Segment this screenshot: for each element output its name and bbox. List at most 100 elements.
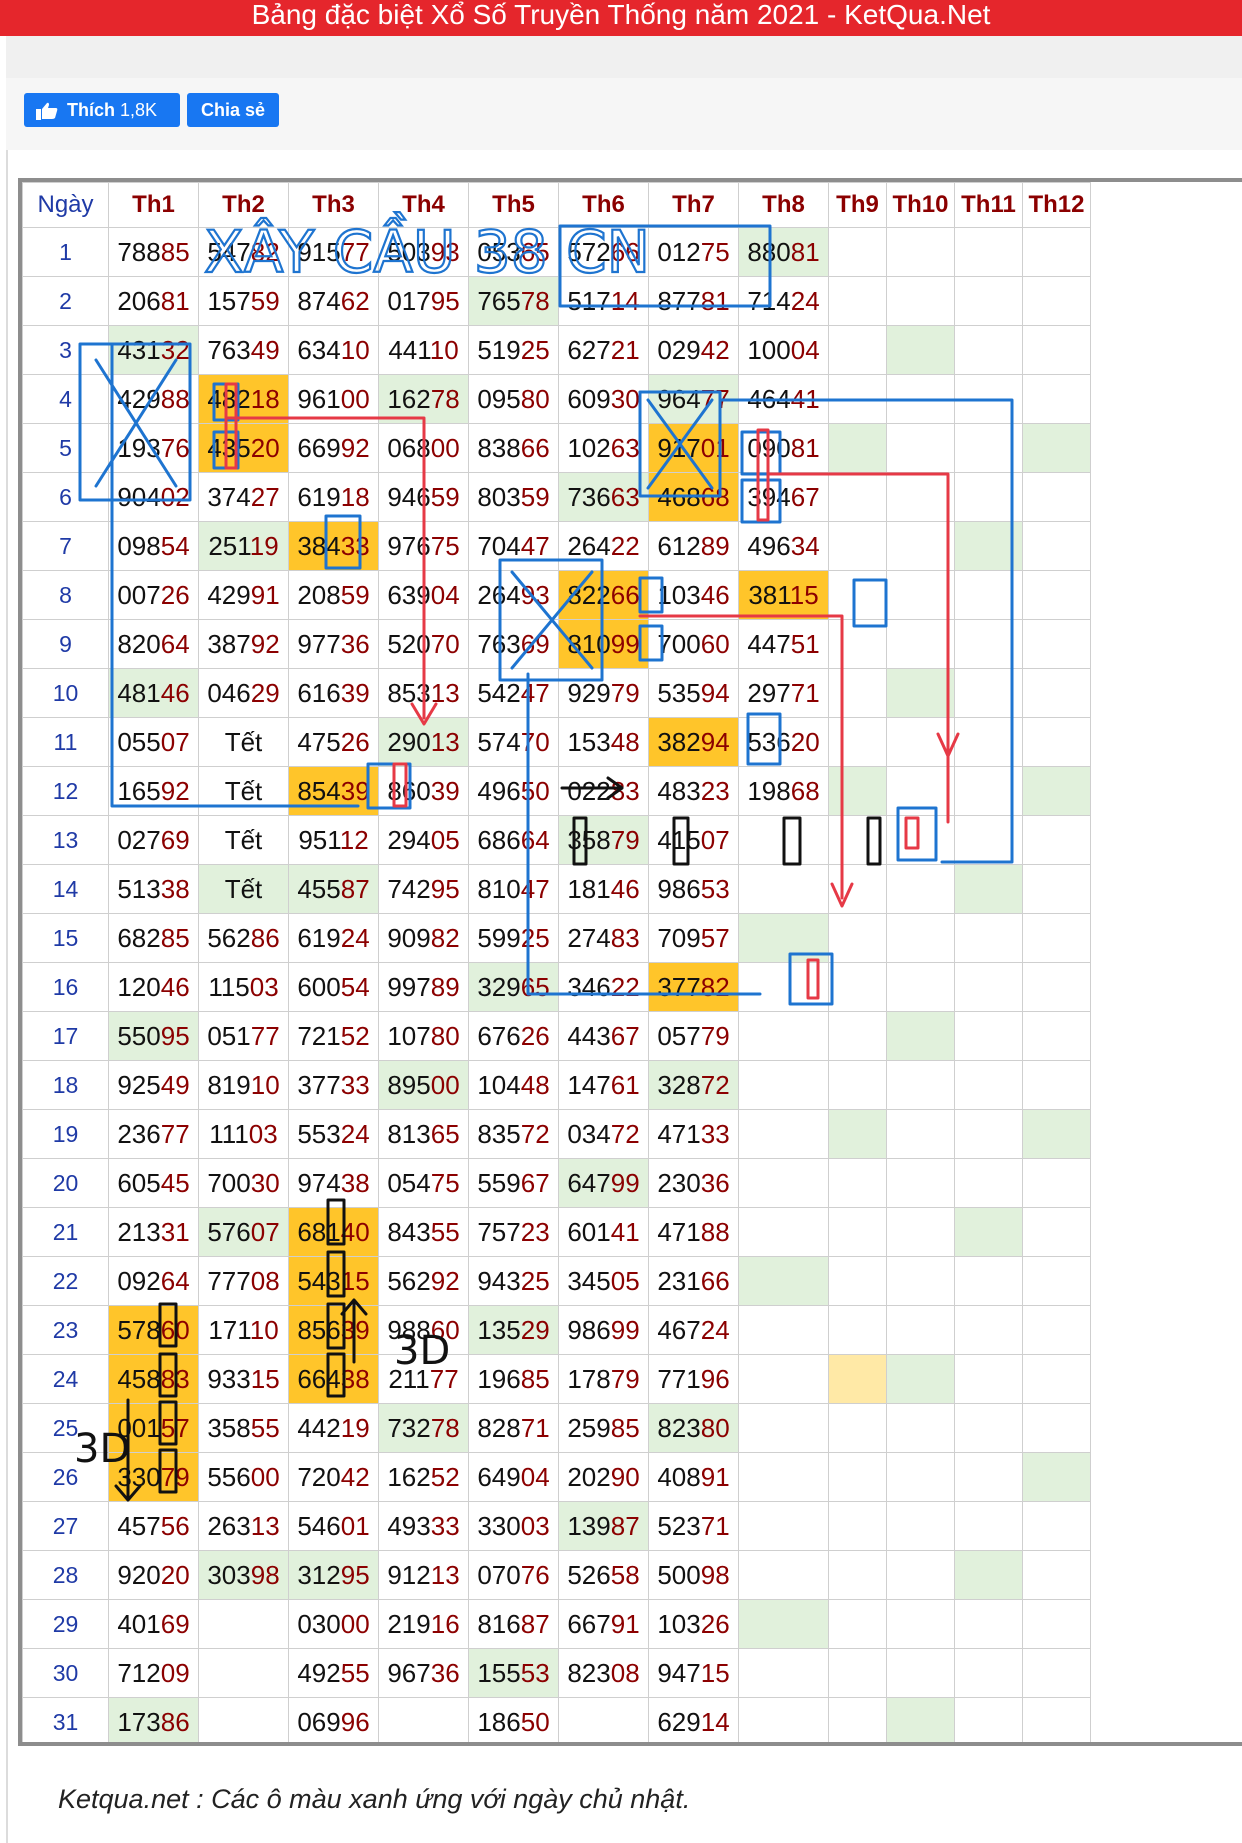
result-prefix: 967 bbox=[387, 1657, 431, 1688]
result-cell bbox=[886, 1648, 955, 1698]
result-prefix: 496 bbox=[477, 775, 521, 806]
result-cell: 82380 bbox=[648, 1403, 739, 1453]
result-cell: 92979 bbox=[558, 668, 649, 718]
result-cell: 42988 bbox=[108, 374, 199, 424]
result-cell: 64799 bbox=[558, 1158, 649, 1208]
like-button[interactable]: Thích 1,8K bbox=[24, 93, 180, 127]
holiday-label: Tết bbox=[224, 775, 263, 806]
result-suffix: 46 bbox=[610, 873, 640, 904]
result-suffix: 63 bbox=[610, 432, 640, 463]
result-prefix: 612 bbox=[657, 530, 701, 561]
result-cell bbox=[886, 1109, 955, 1159]
result-cell bbox=[828, 1501, 887, 1551]
result-cell: 82266 bbox=[558, 570, 649, 620]
result-prefix: 810 bbox=[477, 873, 521, 904]
result-prefix: 157 bbox=[207, 285, 251, 316]
result-prefix: 468 bbox=[657, 481, 701, 512]
result-suffix: 69 bbox=[160, 1608, 190, 1639]
result-cell: 61639 bbox=[288, 668, 379, 718]
result-prefix: 880 bbox=[747, 236, 791, 267]
result-suffix: 81 bbox=[160, 285, 190, 316]
day-cell: 5 bbox=[22, 423, 109, 473]
result-cell: 89500 bbox=[378, 1060, 469, 1110]
result-cell bbox=[1022, 325, 1091, 375]
result-cell: 54247 bbox=[468, 668, 559, 718]
result-cell bbox=[1022, 1403, 1091, 1453]
result-cell: 95112 bbox=[288, 815, 379, 865]
result-cell: 93315 bbox=[198, 1354, 289, 1404]
result-cell: 02769 bbox=[108, 815, 199, 865]
table-header-row: Ngày Th1 Th2 Th3 Th4 Th5 Th6 Th7 Th8 Th9 Th10 Th11 T… bbox=[22, 182, 1091, 228]
result-prefix: 102 bbox=[567, 432, 611, 463]
result-cell bbox=[1022, 1648, 1091, 1698]
result-prefix: 095 bbox=[477, 383, 521, 414]
result-suffix: 26 bbox=[340, 726, 370, 757]
result-cell bbox=[738, 1207, 829, 1257]
result-suffix: 82 bbox=[250, 236, 280, 267]
result-cell bbox=[886, 1256, 955, 1306]
result-suffix: 08 bbox=[250, 1265, 280, 1296]
result-suffix: 66 bbox=[700, 1265, 730, 1296]
result-cell: 85639 bbox=[288, 1305, 379, 1355]
result-prefix: 915 bbox=[297, 236, 341, 267]
result-cell: 20681 bbox=[108, 276, 199, 326]
result-prefix: 819 bbox=[207, 1069, 251, 1100]
result-cell: 94325 bbox=[468, 1256, 559, 1306]
result-cell bbox=[738, 1060, 829, 1110]
result-suffix: 82 bbox=[700, 971, 730, 1002]
result-cell: 18146 bbox=[558, 864, 649, 914]
result-cell bbox=[1022, 913, 1091, 963]
result-prefix: 330 bbox=[117, 1461, 161, 1492]
result-cell bbox=[954, 717, 1023, 767]
result-cell: 55600 bbox=[198, 1452, 289, 1502]
result-suffix: 27 bbox=[250, 481, 280, 512]
result-cell: 61289 bbox=[648, 521, 739, 571]
result-prefix: 001 bbox=[117, 1412, 161, 1443]
result-suffix: 92 bbox=[430, 1265, 460, 1296]
result-cell: 76349 bbox=[198, 325, 289, 375]
result-cell: 63410 bbox=[288, 325, 379, 375]
result-cell bbox=[1022, 423, 1091, 473]
result-suffix: 29 bbox=[250, 677, 280, 708]
result-suffix: 59 bbox=[430, 481, 460, 512]
result-cell: 60545 bbox=[108, 1158, 199, 1208]
result-cell bbox=[558, 1697, 649, 1742]
result-prefix: 816 bbox=[477, 1608, 521, 1639]
result-suffix: 46 bbox=[160, 677, 190, 708]
result-cell bbox=[954, 1109, 1023, 1159]
result-cell bbox=[954, 1599, 1023, 1649]
result-cell: 55967 bbox=[468, 1158, 559, 1208]
result-prefix: 384 bbox=[297, 530, 341, 561]
result-prefix: 211 bbox=[388, 1363, 430, 1394]
result-cell bbox=[954, 766, 1023, 816]
result-cell: 37782 bbox=[648, 962, 739, 1012]
result-suffix: 59 bbox=[340, 579, 370, 610]
result-prefix: 057 bbox=[657, 1020, 701, 1051]
result-cell: 91701 bbox=[648, 423, 739, 473]
result-suffix: 20 bbox=[160, 1559, 190, 1590]
result-cell bbox=[738, 1354, 829, 1404]
result-prefix: 358 bbox=[207, 1412, 251, 1443]
result-prefix: 401 bbox=[117, 1608, 161, 1639]
result-cell bbox=[738, 864, 829, 914]
result-cell: 05365 bbox=[468, 227, 559, 277]
table-row: 15 68285 56286 61924 90982 59925 27483 70957 bbox=[22, 913, 1091, 963]
result-prefix: 394 bbox=[747, 481, 791, 512]
result-suffix: 16 bbox=[430, 1608, 460, 1639]
result-cell: 03472 bbox=[558, 1109, 649, 1159]
result-cell: 10780 bbox=[378, 1011, 469, 1061]
result-suffix: 70 bbox=[520, 726, 550, 757]
share-button[interactable]: Chia sẻ bbox=[187, 93, 279, 127]
result-cell bbox=[954, 1207, 1023, 1257]
result-suffix: 47 bbox=[520, 873, 550, 904]
result-suffix: 96 bbox=[340, 1706, 370, 1737]
result-suffix: 19 bbox=[340, 1412, 370, 1443]
result-prefix: 377 bbox=[297, 1069, 341, 1100]
result-prefix: 860 bbox=[387, 775, 431, 806]
result-prefix: 022 bbox=[567, 775, 611, 806]
result-suffix: 42 bbox=[700, 334, 730, 365]
result-cell: 05507 bbox=[108, 717, 199, 767]
result-cell: 72042 bbox=[288, 1452, 379, 1502]
result-cell bbox=[1022, 962, 1091, 1012]
header-month: Th10 bbox=[886, 182, 955, 228]
